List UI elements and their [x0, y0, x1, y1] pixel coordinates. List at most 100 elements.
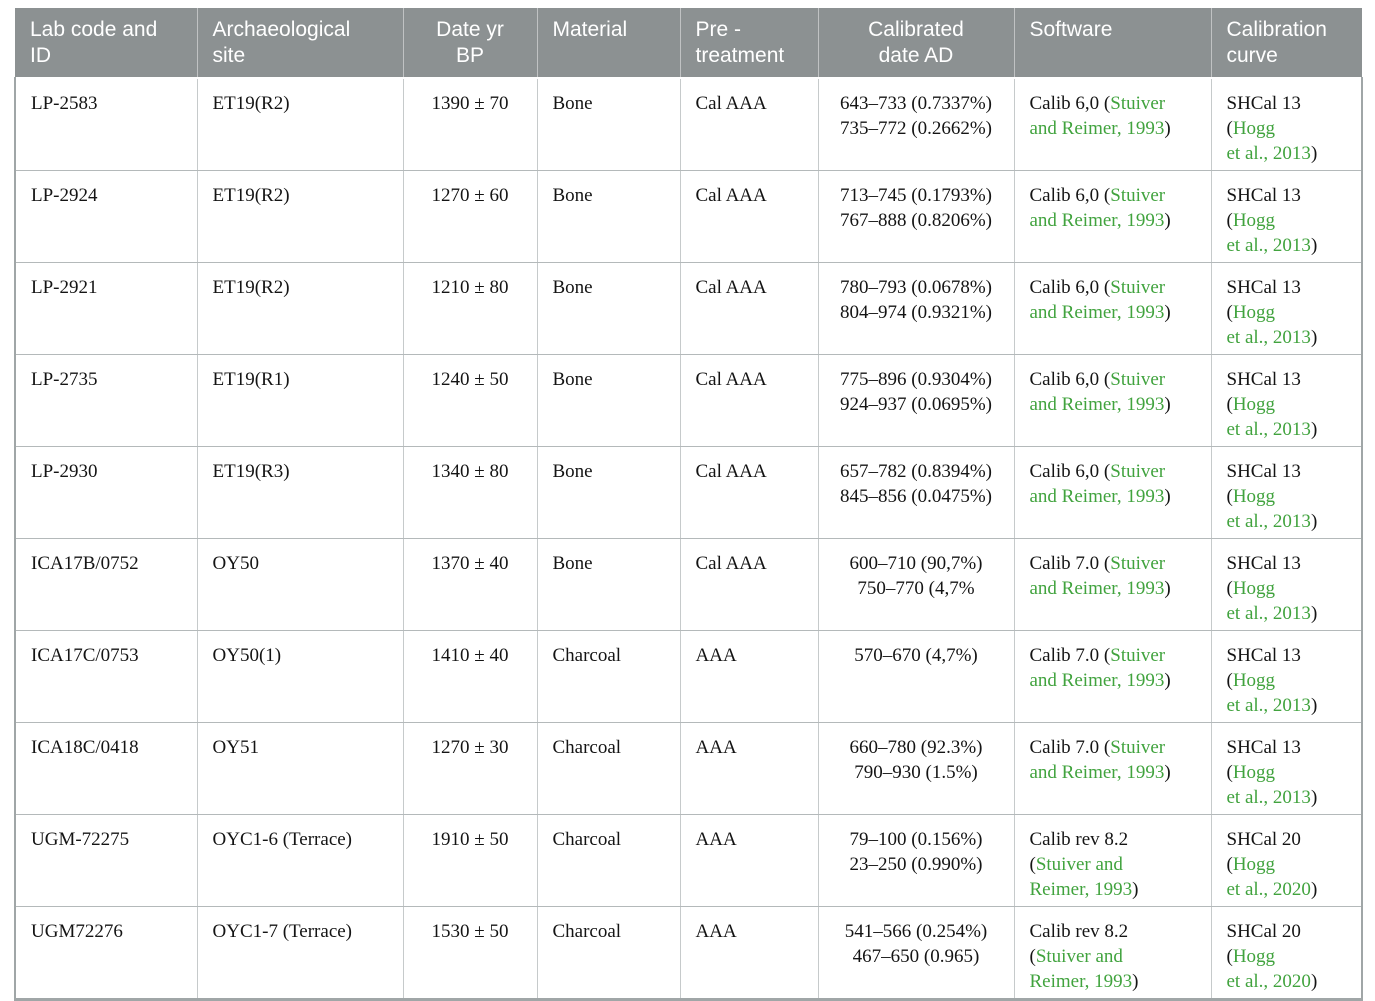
citation-link[interactable]: and Reimer, 1993 — [1029, 118, 1165, 140]
table-row: LP-2735 ET19(R1) 1240 ± 50 Bone Cal AAA 775–8… — [14, 354, 1363, 448]
cell-line: ICA17C/0753 — [31, 643, 189, 668]
text-run: SHCal 13 ( — [1226, 369, 1301, 416]
column-header-site: Archaeological site — [196, 8, 403, 79]
cell-line: SHCal 13 (Hogg — [1227, 275, 1354, 325]
text-run: OY50(1) — [212, 645, 282, 667]
table-row: ICA17C/0753 OY50(1) 1410 ± 40 Charcoal AAA 57… — [14, 630, 1363, 724]
text-run: ) — [1310, 603, 1318, 625]
text-run: UGM72276 — [31, 921, 123, 943]
column-header-material: Material — [536, 8, 680, 79]
citation-link[interactable]: et al., 2013 — [1226, 603, 1311, 625]
citation-link[interactable]: Stuiver and — [1035, 854, 1123, 876]
citation-link[interactable]: et al., 2013 — [1226, 419, 1311, 441]
citation-link[interactable]: Stuiver — [1110, 277, 1166, 299]
citation-link[interactable]: Reimer, 1993 — [1029, 971, 1133, 993]
citation-link[interactable]: et al., 2013 — [1226, 143, 1311, 165]
citation-link[interactable]: Hogg — [1232, 946, 1276, 968]
citation-link[interactable]: et al., 2013 — [1226, 235, 1311, 257]
citation-link[interactable]: Stuiver — [1110, 645, 1166, 667]
cell-lab_code: LP-2924 — [14, 170, 198, 264]
cell-lab_code: ICA17C/0753 — [14, 630, 198, 724]
cell-line: AAA — [696, 827, 810, 852]
cell-pretreatment: Cal AAA — [680, 354, 819, 448]
cell-line: ET19(R3) — [213, 459, 395, 484]
header-row: Lab code and ID Archaeological site Date y… — [15, 8, 1362, 79]
cell-line: Calib 7.0 (Stuiver — [1030, 643, 1203, 668]
cell-line: ET19(R2) — [213, 275, 395, 300]
text-run: SHCal 13 ( — [1226, 553, 1301, 600]
citation-link[interactable]: Stuiver — [1110, 553, 1166, 575]
citation-link[interactable]: Hogg — [1232, 118, 1276, 140]
cell-cal_date: 79–100 (0.156%) 23–250 (0.990%) — [818, 814, 1015, 908]
citation-link[interactable]: et al., 2013 — [1226, 511, 1311, 533]
citation-link[interactable]: and Reimer, 1993 — [1029, 578, 1165, 600]
citation-link[interactable]: and Reimer, 1993 — [1029, 394, 1165, 416]
cell-lab_code: ICA17B/0752 — [14, 538, 198, 632]
text-run: ET19(R1) — [212, 369, 290, 391]
citation-link[interactable]: et al., 2013 — [1226, 695, 1311, 717]
citation-link[interactable]: and Reimer, 1993 — [1029, 302, 1165, 324]
cell-line: et al., 2013) — [1227, 785, 1354, 810]
cell-pretreatment: Cal AAA — [680, 77, 819, 172]
citation-link[interactable]: et al., 2013 — [1226, 327, 1311, 349]
cell-lab_code: LP-2583 — [14, 77, 198, 172]
table-row: UGM72276 OYC1-7 (Terrace) 1530 ± 50 Charcoa… — [14, 906, 1363, 1001]
citation-link[interactable]: et al., 2013 — [1226, 787, 1311, 809]
citation-link[interactable]: Hogg — [1232, 854, 1276, 876]
citation-link[interactable]: Stuiver — [1110, 461, 1166, 483]
cell-line: OY50(1) — [213, 643, 395, 668]
text-run: ) — [1132, 879, 1139, 901]
citation-link[interactable]: and Reimer, 1993 — [1029, 210, 1165, 232]
text-run: Charcoal — [552, 921, 622, 943]
citation-link[interactable]: Stuiver — [1110, 369, 1166, 391]
citation-link[interactable]: Hogg — [1232, 302, 1276, 324]
column-header-cal_date: Calibrated date AD — [817, 8, 1014, 79]
citation-link[interactable]: Stuiver and — [1035, 946, 1123, 968]
citation-link[interactable]: Hogg — [1232, 762, 1276, 784]
cell-software: Calib rev 8.2 (Stuiver and Reimer, 1993) — [1014, 906, 1212, 1001]
text-run: 924–937 (0.0695%) — [840, 394, 992, 416]
citation-link[interactable]: Hogg — [1232, 394, 1276, 416]
cell-line: Cal AAA — [696, 459, 810, 484]
text-run: Calib rev 8.2 — [1029, 829, 1129, 851]
text-run: 775–896 (0.9304%) — [840, 369, 992, 391]
citation-link[interactable]: Stuiver — [1110, 185, 1166, 207]
citation-link[interactable]: Stuiver — [1110, 737, 1166, 759]
cell-material: Charcoal — [537, 814, 681, 908]
cell-date_bp: 1370 ± 40 — [403, 538, 538, 632]
citation-link[interactable]: Hogg — [1232, 578, 1276, 600]
text-run: 643–733 (0.7337%) — [840, 93, 992, 115]
cell-line: Charcoal — [553, 643, 672, 668]
citation-link[interactable]: Reimer, 1993 — [1029, 879, 1133, 901]
text-run: Bone — [552, 185, 593, 207]
text-run: Charcoal — [552, 737, 622, 759]
cell-line: Bone — [553, 551, 672, 576]
citation-link[interactable]: et al., 2020 — [1226, 879, 1311, 901]
cell-cal_date: 541–566 (0.254%) 467–650 (0.965) — [818, 906, 1015, 1001]
cell-lab_code: UGM72276 — [14, 906, 198, 1001]
citation-link[interactable]: and Reimer, 1993 — [1029, 762, 1165, 784]
citation-link[interactable]: and Reimer, 1993 — [1029, 670, 1165, 692]
text-run: 713–745 (0.1793%) — [840, 185, 992, 207]
citation-link[interactable]: Hogg — [1232, 486, 1276, 508]
column-header-lab_code: Lab code and ID — [15, 8, 197, 79]
cell-line: 713–745 (0.1793%) — [825, 183, 1008, 208]
cell-line: et al., 2020) — [1227, 877, 1354, 902]
cell-curve: SHCal 13 (Hogg et al., 2013) — [1211, 354, 1363, 448]
citation-link[interactable]: Stuiver — [1110, 93, 1166, 115]
text-run: 1210 ± 80 — [431, 277, 509, 299]
citation-link[interactable]: Hogg — [1232, 210, 1276, 232]
cell-software: Calib 6,0 (Stuiver and Reimer, 1993) — [1014, 77, 1212, 172]
cell-line: et al., 2013) — [1227, 233, 1354, 258]
cell-site: ET19(R1) — [197, 354, 404, 448]
citation-link[interactable]: et al., 2020 — [1226, 971, 1311, 993]
text-run: ) — [1164, 486, 1171, 508]
cell-line: Calib 6,0 (Stuiver — [1030, 183, 1203, 208]
cell-line: Calib 6,0 (Stuiver — [1030, 367, 1203, 392]
citation-link[interactable]: and Reimer, 1993 — [1029, 486, 1165, 508]
text-run: ICA18C/0418 — [31, 737, 139, 759]
cell-curve: SHCal 13 (Hogg et al., 2013) — [1211, 722, 1363, 816]
cell-line: 660–780 (92.3%) — [825, 735, 1008, 760]
citation-link[interactable]: Hogg — [1232, 670, 1276, 692]
cell-site: ET19(R3) — [197, 446, 404, 540]
